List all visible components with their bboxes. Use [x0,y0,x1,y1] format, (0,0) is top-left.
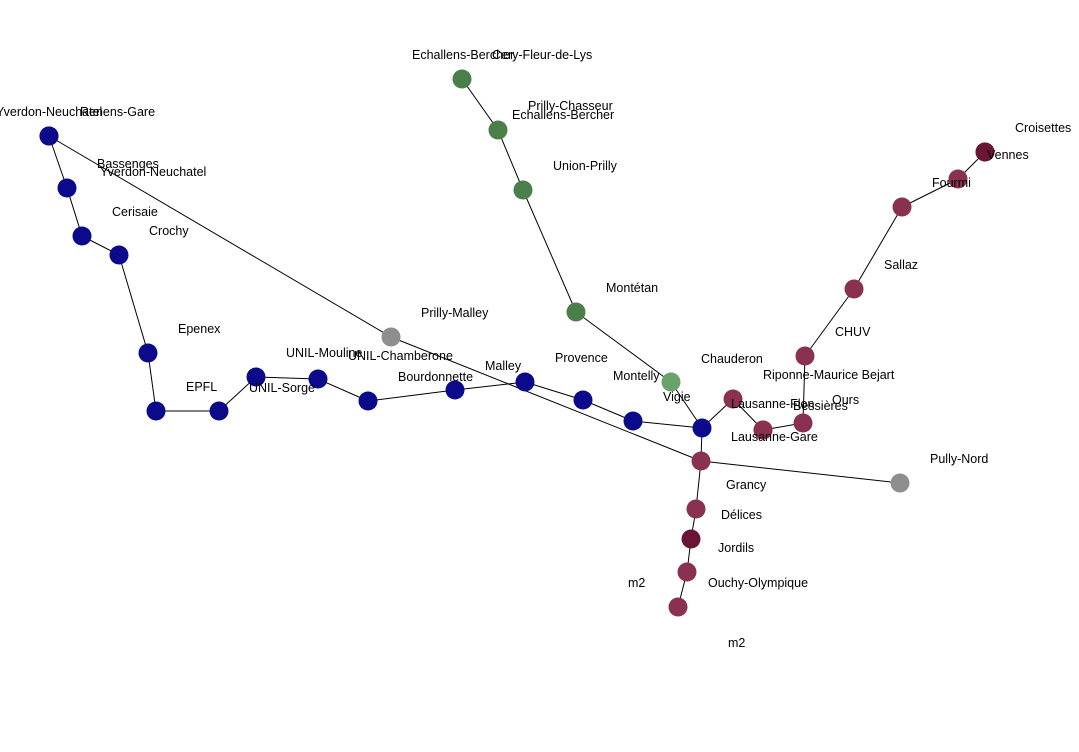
node-bassenges[interactable] [57,178,77,198]
label-jordils: Jordils [718,541,754,555]
label-union-prilly: Union-Prilly [553,159,618,173]
node-pully-nord[interactable] [890,473,910,493]
node-bessieres[interactable] [793,413,813,433]
label-unil-sorge: UNIL-Sorge [249,381,315,395]
label-cery-fleur-de-lys: Cery-Fleur-de-Lys [492,48,592,62]
label-chuv: CHUV [835,325,871,339]
node-epfl[interactable] [146,401,166,421]
edge-bessieres-riponne [802,355,806,424]
edge-prilly-chasseur-union-prilly [497,129,524,191]
label-ouchy-olympique: Ouchy-Olympique [708,576,808,590]
edge-unil-chamberone-bourdonnette [367,389,456,402]
node-epfl-east[interactable] [209,401,229,421]
node-lausanne-gare[interactable] [753,420,773,440]
label-lausanne-flon: Lausanne-Flon [731,397,814,411]
label-yverdon-neuchatel: Yverdon-Neuchatel [0,105,102,119]
node-chauderon[interactable] [723,389,743,409]
labels-layer: Yverdon-NeuchatelRenens-GareBassengesCer… [0,48,1071,650]
node-croisettes[interactable] [975,142,995,162]
label-prilly-chasseur: Prilly-Chasseur [528,99,613,113]
node-chauderon-node[interactable] [661,372,681,392]
node-cerisaie[interactable] [72,226,92,246]
node-unil-mouline[interactable] [308,369,328,389]
label-sallaz: Sallaz [884,258,918,272]
node-vigie[interactable] [692,418,712,438]
label-echallens-bercher-2: Echallens-Bercher [512,108,614,122]
edge-epenex-epfl [147,352,157,412]
label-vennes: Vennes [987,148,1029,162]
edge-chuv-sallaz [853,206,903,290]
label-renens-gare: Renens-Gare [80,105,155,119]
edge-prilly-malley-grancy [390,336,702,462]
label-epenex: Epenex [178,322,221,336]
label-montelly: Montelly [613,369,660,383]
node-provence[interactable] [573,390,593,410]
node-unil-sorge[interactable] [246,367,266,387]
edge-malley-provence [524,381,584,401]
label-provence: Provence [555,351,608,365]
node-sallaz[interactable] [892,197,912,217]
node-m2-end[interactable] [668,597,688,617]
label-delices: Délices [721,508,762,522]
node-grancy[interactable] [691,451,711,471]
node-unil-chamberone[interactable] [358,391,378,411]
node-riponne[interactable] [795,346,815,366]
edge-crochy-epenex [118,254,149,354]
label-yverdon-neuchatel-2: Yverdon-Neuchatel [100,165,206,179]
label-m2-b: m2 [728,636,745,650]
node-renens-gare[interactable] [39,126,59,146]
label-bassenges: Bassenges [97,157,159,171]
label-riponne: Riponne-Maurice Bejart [763,368,895,382]
node-chuv[interactable] [844,279,864,299]
label-crochy: Crochy [149,224,189,238]
node-montetan[interactable] [566,302,586,322]
label-ours: Ours [832,393,859,407]
edge-montetan-chauderon-node [575,311,672,383]
label-croisettes: Croisettes [1015,121,1071,135]
edge-sallaz-fourmi [901,178,959,208]
node-prilly-chasseur[interactable] [488,120,508,140]
label-echallens-bercher-top: Echallens-Bercher [412,48,514,62]
edges-layer [48,78,986,608]
edge-union-prilly-montetan [522,189,577,313]
label-bourdonnette: Bourdonnette [398,370,473,384]
edge-riponne-chuv [804,288,855,357]
edge-bourdonnette-malley [454,381,526,391]
node-echallens-bercher-top[interactable] [452,69,472,89]
node-bourdonnette[interactable] [445,380,465,400]
node-prilly-malley[interactable] [381,327,401,347]
edge-montelly-vigie [632,420,703,429]
label-prilly-malley: Prilly-Malley [421,306,489,320]
label-bessieres: Bessières [793,399,848,413]
node-delices[interactable] [686,499,706,519]
node-malley[interactable] [515,372,535,392]
label-cerisaie: Cerisaie [112,205,158,219]
node-epenex[interactable] [138,343,158,363]
label-chauderon: Chauderon [701,352,763,366]
label-m2-a: m2 [628,576,645,590]
label-fourmi: Fourmi [932,176,971,190]
node-crochy[interactable] [109,245,129,265]
node-fourmi[interactable] [948,169,968,189]
node-jordils[interactable] [681,529,701,549]
nodes-layer [39,69,995,617]
label-unil-mouline: UNIL-Mouline [286,346,362,360]
label-pully-nord: Pully-Nord [930,452,988,466]
label-grancy: Grancy [726,478,767,492]
label-lausanne-gare: Lausanne-Gare [731,430,818,444]
edge-echallens-bercher-top-prilly-chasseur [461,78,499,131]
label-vigie: Vigie [663,390,691,404]
edge-grancy-pully-nord [700,460,901,484]
label-epfl: EPFL [186,380,217,394]
edge-unil-sorge-unil-mouline [255,376,319,380]
label-montetan: Montétan [606,281,658,295]
node-union-prilly[interactable] [513,180,533,200]
edge-yverdon-neuchatel-prilly-malley [48,135,392,338]
node-montelly[interactable] [623,411,643,431]
node-ouchy-olympique[interactable] [677,562,697,582]
label-unil-chamberone: UNIL-Chamberone [348,349,453,363]
label-malley: Malley [485,359,522,373]
